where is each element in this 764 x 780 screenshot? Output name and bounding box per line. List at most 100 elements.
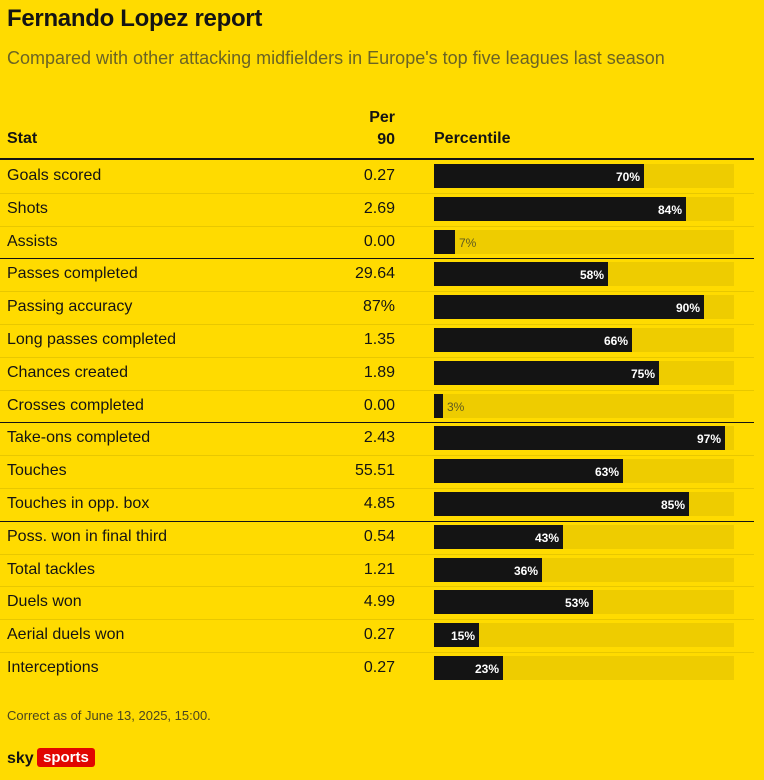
group-divider <box>0 422 754 424</box>
percentile-label: 66% <box>603 334 628 348</box>
row-divider <box>0 619 754 621</box>
per90-value: 0.27 <box>363 167 395 184</box>
percentile-label: 58% <box>579 268 604 283</box>
percentile-bar <box>434 426 725 451</box>
percentile-bar <box>434 360 659 385</box>
logo-sky-text: sky <box>7 750 34 767</box>
header-rule <box>0 158 754 160</box>
row-divider <box>0 488 754 489</box>
stat-label: Chances created <box>7 363 128 381</box>
percentile-label: 7% <box>459 235 477 250</box>
percentile-bar <box>434 196 686 221</box>
table-row: Long passes completed 1.35 66% <box>0 324 754 356</box>
logo-sports-text: sports <box>43 749 89 766</box>
percentile-track: 53% <box>434 590 734 615</box>
stat-label: Duels won <box>7 593 82 611</box>
per90-value: 29.64 <box>354 265 395 283</box>
percentile-track: 15% <box>434 623 734 648</box>
stat-label: Passes completed <box>7 265 138 283</box>
percentile-bar <box>434 623 479 648</box>
percentile-bar <box>434 492 689 516</box>
percentile-label: 90% <box>675 301 700 316</box>
percentile-bar <box>434 393 443 418</box>
percentile-bar <box>434 229 455 254</box>
table-row: Poss. won in final third 0.54 43% <box>0 521 754 553</box>
percentile-bar <box>434 295 704 320</box>
percentile-track: 58% <box>434 262 734 287</box>
row-divider <box>0 389 754 391</box>
table-row: Goals scored 0.27 70% <box>0 160 754 192</box>
table-row: Total tackles 1.21 36% <box>0 554 754 586</box>
percentile-track: 97% <box>434 426 734 451</box>
sky-sports-logo: sky sports <box>7 747 97 769</box>
per90-value: 2.69 <box>363 199 395 217</box>
percentile-track: 63% <box>434 459 734 484</box>
percentile-label: 70% <box>615 170 640 184</box>
percentile-track: 7% <box>434 229 734 254</box>
table-row: Touches in opp. box 4.85 85% <box>0 488 754 520</box>
table-row: Passes completed 29.64 58% <box>0 258 754 290</box>
column-header-per90-line2: 90 <box>377 131 395 148</box>
percentile-track: 84% <box>434 196 734 221</box>
table-row: Assists 0.00 7% <box>0 226 754 258</box>
percentile-bar <box>434 656 503 680</box>
column-header-percentile: Percentile <box>434 130 511 147</box>
stat-label: Touches <box>7 462 67 480</box>
percentile-label: 36% <box>513 563 538 578</box>
page-subtitle: Compared with other attacking midfielder… <box>7 48 665 68</box>
table-row: Duels won 4.99 53% <box>0 586 754 618</box>
percentile-bar <box>434 557 542 582</box>
table-row: Take-ons completed 2.43 97% <box>0 422 754 454</box>
stat-label: Touches in opp. box <box>7 495 150 512</box>
table-row: Shots 2.69 84% <box>0 193 754 225</box>
row-divider <box>0 324 754 325</box>
row-divider <box>0 356 754 358</box>
table-row: Passing accuracy 87% 90% <box>0 291 754 323</box>
percentile-track: 85% <box>434 492 734 516</box>
row-divider <box>0 455 754 457</box>
percentile-track: 75% <box>434 360 734 385</box>
group-divider <box>0 520 754 522</box>
percentile-label: 23% <box>474 662 499 676</box>
per90-value: 1.21 <box>363 560 395 578</box>
table-row: Touches 55.51 63% <box>0 455 754 487</box>
per90-value: 0.27 <box>363 626 395 644</box>
logo-sports-box <box>37 748 95 767</box>
row-divider <box>0 553 754 555</box>
stat-label: Passing accuracy <box>7 298 133 316</box>
row-divider <box>0 192 754 194</box>
percentile-track: 3% <box>434 393 734 418</box>
per90-value: 4.85 <box>363 495 395 512</box>
percentile-label: 85% <box>660 498 685 512</box>
stat-label: Shots <box>7 199 48 217</box>
percentile-track: 36% <box>434 557 734 582</box>
stat-label: Interceptions <box>7 659 99 676</box>
row-divider <box>0 291 754 293</box>
stat-label: Crosses completed <box>7 396 144 414</box>
percentile-label: 53% <box>564 596 589 611</box>
stat-label: Aerial duels won <box>7 626 125 644</box>
stat-label: Poss. won in final third <box>7 527 168 545</box>
percentile-bar <box>434 328 632 352</box>
per90-value: 1.89 <box>363 363 395 381</box>
percentile-label: 3% <box>447 399 465 414</box>
per90-value: 87% <box>362 298 395 316</box>
column-header-stat: Stat <box>7 130 38 147</box>
stat-label: Assists <box>7 232 58 250</box>
percentile-track: 70% <box>434 164 734 188</box>
row-divider <box>0 225 754 227</box>
page-title: Fernando Lopez report <box>7 5 263 32</box>
percentile-label: 63% <box>594 465 619 480</box>
percentile-track: 23% <box>434 656 734 680</box>
column-header-per90: Per 90 <box>340 107 395 151</box>
per90-value: 0.54 <box>363 527 395 545</box>
percentile-bar <box>434 262 608 287</box>
table-row: Chances created 1.89 75% <box>0 357 754 389</box>
percentile-label: 97% <box>696 432 721 447</box>
percentile-bar <box>434 164 644 188</box>
group-divider <box>0 258 754 260</box>
per90-value: 0.00 <box>363 232 395 250</box>
table-row: Crosses completed 0.00 3% <box>0 390 754 422</box>
per90-value: 4.99 <box>363 593 395 611</box>
column-header-per90-line1: Per <box>369 109 395 126</box>
